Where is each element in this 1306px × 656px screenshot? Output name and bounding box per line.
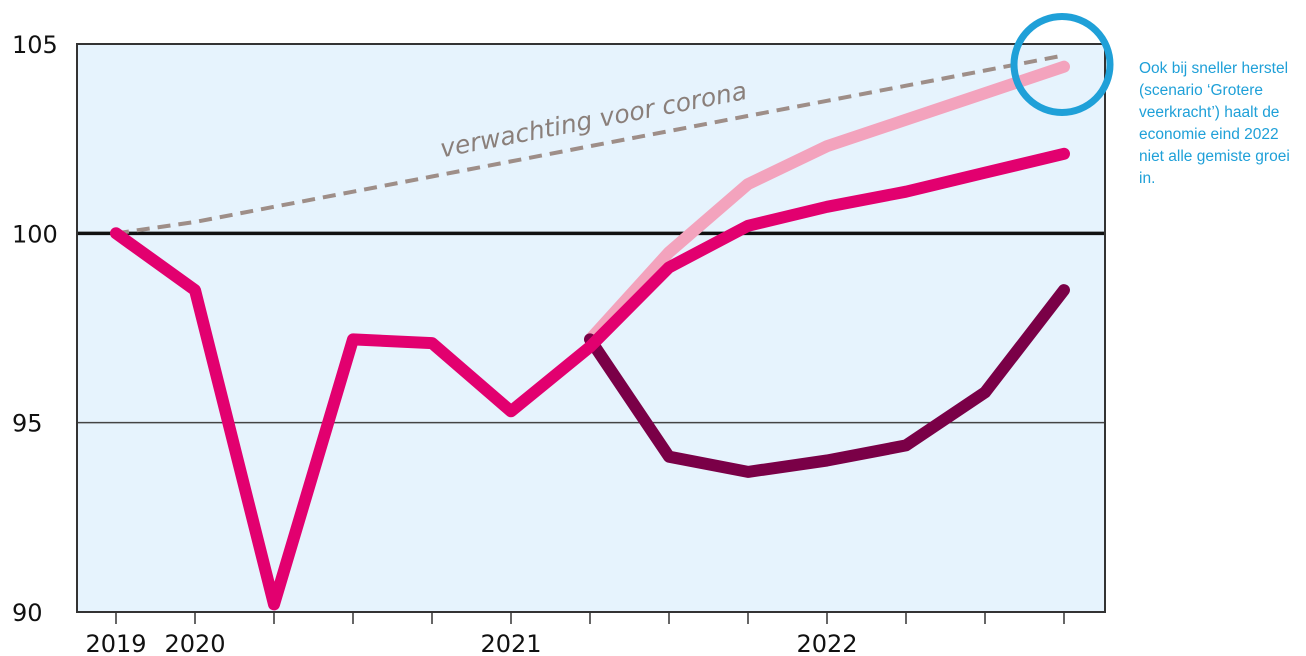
- highlight-circle: [1010, 13, 1114, 117]
- plot-frame: [76, 43, 1106, 613]
- x-tick-label-2020: 2020: [164, 630, 225, 656]
- callout-text: Ook bij sneller herstel (scenario ‘Grote…: [1139, 60, 1290, 187]
- x-tick-label-2022: 2022: [796, 630, 857, 656]
- x-axis-ticks: [115, 612, 1065, 624]
- axis-labels: 90 95 100 105 2019 2020 2021 2022: [12, 31, 858, 656]
- y-tick-label-90: 90: [12, 599, 43, 627]
- x-tick-label-2019: 2019: [85, 630, 146, 656]
- series-line-1: [115, 53, 1065, 236]
- x-tick-label-2021: 2021: [480, 630, 541, 656]
- y-tick-label-100: 100: [12, 220, 58, 248]
- y-tick-label-105: 105: [12, 31, 58, 59]
- y-tick-label-95: 95: [12, 410, 43, 438]
- series-line-4: [110, 147, 1070, 611]
- series-line-3: [584, 284, 1070, 478]
- series-line-2: [584, 60, 1070, 346]
- series-layer: [110, 53, 1070, 611]
